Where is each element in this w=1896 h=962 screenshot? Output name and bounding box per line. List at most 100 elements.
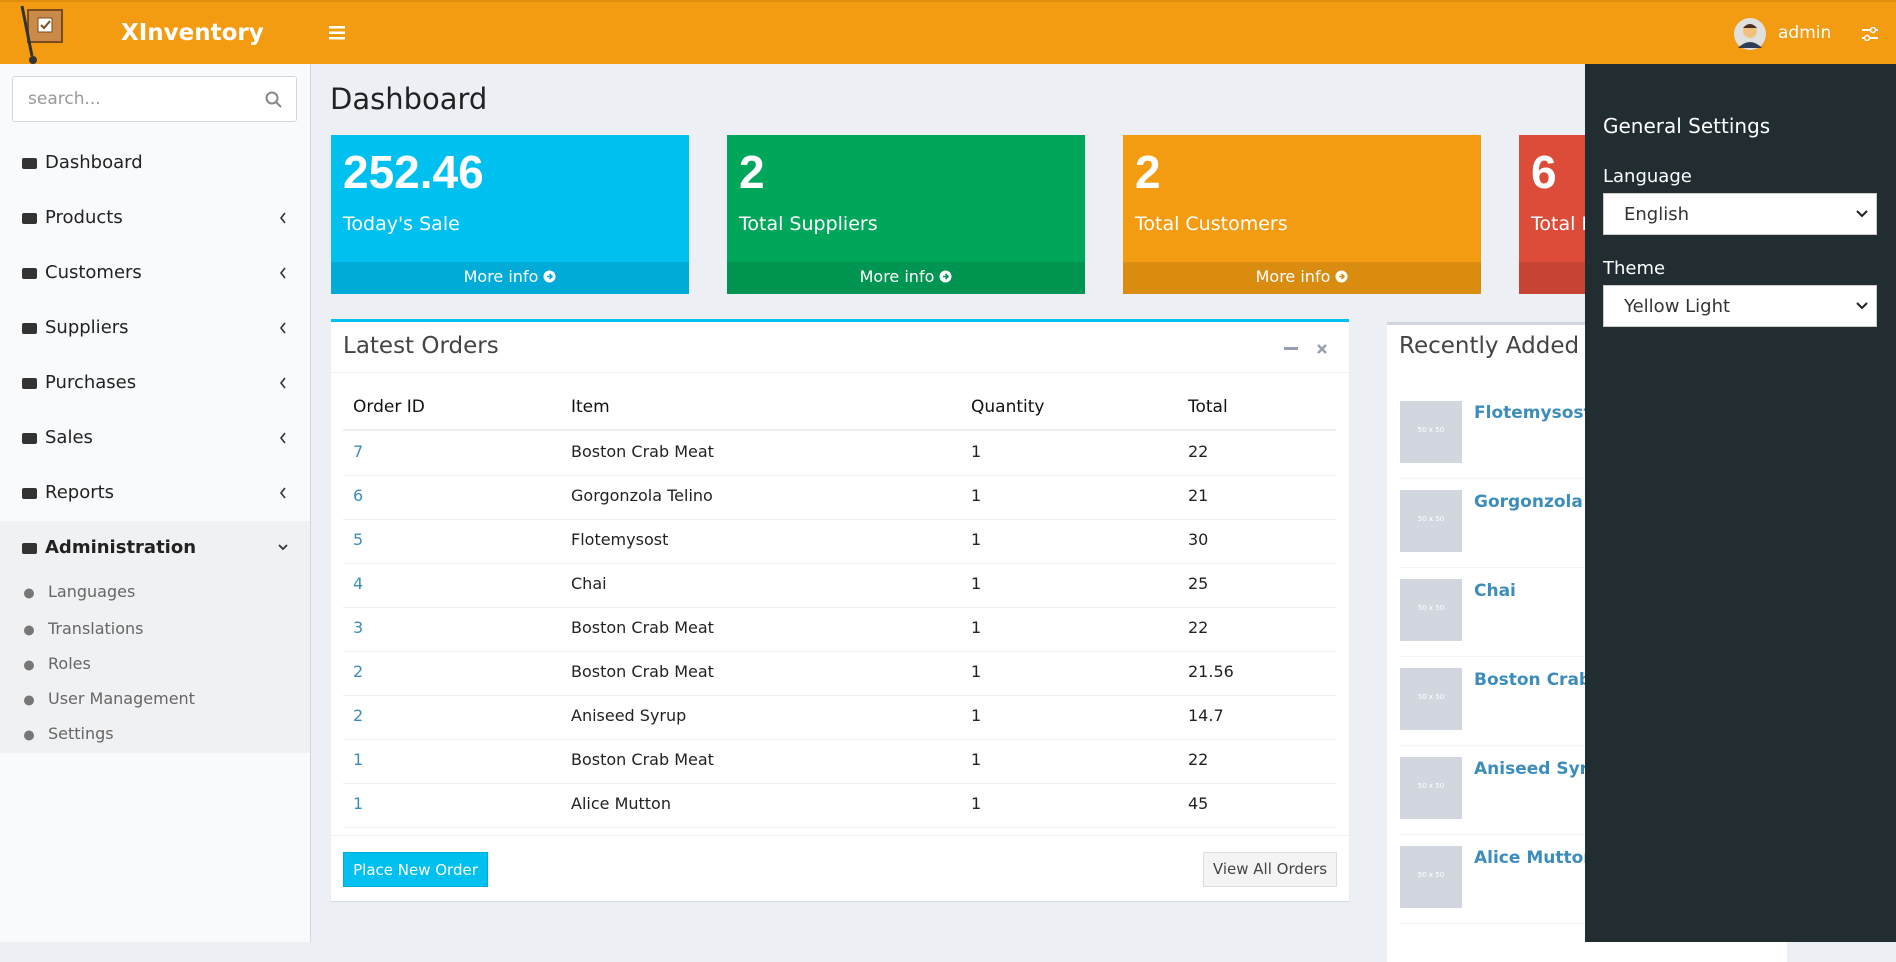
product-name[interactable]: Chai — [1474, 581, 1516, 601]
select[interactable]: English — [1603, 193, 1877, 235]
placeholder-text: 50 x 50 — [1417, 515, 1445, 523]
sidebar: search... Dashboard Products Customers Suppl… — [0, 64, 311, 942]
order-link[interactable]: 3 — [353, 618, 364, 637]
table-cell: 1 — [971, 750, 982, 769]
column-header: Total — [1188, 397, 1228, 417]
order-link[interactable]: 5 — [353, 530, 364, 549]
orders-panel: Latest Orders Order ID Item Quantity Total 7 B… — [331, 319, 1349, 901]
settings-toggle[interactable] — [1862, 27, 1878, 41]
search-box[interactable]: search... — [12, 76, 297, 122]
menu-label: Sales — [45, 427, 93, 448]
menu-item[interactable]: Purchases — [0, 363, 310, 403]
product-name[interactable]: Aniseed Syrup — [1474, 759, 1613, 779]
avatar — [1734, 18, 1766, 50]
menu-item[interactable]: Dashboard — [0, 143, 310, 183]
submenu-item[interactable]: Settings — [0, 720, 310, 750]
submenu-icon — [24, 695, 34, 706]
select-arrow — [1856, 210, 1868, 218]
menu-chevron — [279, 212, 286, 224]
stat-link: More info — [1255, 267, 1331, 286]
stat-link: More info — [463, 267, 539, 286]
menu-item[interactable]: Reports — [0, 473, 310, 513]
placeholder-text: 50 x 50 — [1417, 871, 1445, 879]
menu-icon — [22, 158, 37, 169]
table-cell: 1 — [971, 662, 982, 681]
menu-icon — [22, 543, 37, 554]
submenu-item[interactable]: Translations — [0, 615, 310, 645]
select-arrow — [1856, 302, 1868, 310]
column-header: Item — [571, 397, 610, 417]
order-link[interactable]: 2 — [353, 662, 364, 681]
primary-button[interactable]: Place New Order — [343, 852, 488, 887]
header: XInventory admin — [0, 0, 1896, 64]
product-image: 50 x 50 — [1400, 846, 1462, 908]
submenu-icon — [24, 588, 34, 599]
stat-label: Total Customers — [1135, 213, 1288, 235]
order-link[interactable]: 1 — [353, 794, 364, 813]
submenu-item[interactable]: Languages — [0, 578, 310, 608]
stat-value: 2 — [1135, 146, 1161, 198]
product-name[interactable]: Flotemysost — [1474, 403, 1592, 423]
panel-title: Latest Orders — [343, 333, 499, 359]
menu-item[interactable]: Suppliers — [0, 308, 310, 348]
menu-label: Products — [45, 207, 123, 228]
submenu-item[interactable]: User Management — [0, 685, 310, 715]
header-divider — [343, 429, 1336, 431]
menu-item[interactable]: Products — [0, 198, 310, 238]
page-title: Dashboard — [330, 82, 488, 116]
menu-item[interactable]: Administration — [0, 528, 310, 568]
menu-icon — [22, 378, 37, 389]
table-cell: 25 — [1188, 574, 1209, 593]
placeholder-text: 50 x 50 — [1417, 782, 1445, 790]
order-link[interactable]: 1 — [353, 750, 364, 769]
menu-label: Customers — [45, 262, 142, 283]
stat-footer[interactable]: More info — [727, 262, 1085, 294]
menu-item[interactable]: Customers — [0, 253, 310, 293]
logo — [20, 5, 63, 64]
submenu-icon — [24, 660, 34, 671]
product-name[interactable]: Alice Mutton — [1474, 848, 1596, 868]
menu-label: Dashboard — [45, 152, 143, 173]
submenu-label: Languages — [48, 582, 136, 601]
order-link[interactable]: 7 — [353, 442, 364, 461]
menu-chevron — [279, 267, 286, 279]
stat-footer[interactable]: More info — [1123, 262, 1481, 294]
submenu-label: Translations — [48, 619, 144, 638]
order-link[interactable]: 2 — [353, 706, 364, 725]
order-link[interactable]: 4 — [353, 574, 364, 593]
menu-toggle[interactable] — [329, 26, 345, 40]
row-divider — [343, 695, 1336, 696]
product-image: 50 x 50 — [1400, 757, 1462, 819]
table-cell: Boston Crab Meat — [571, 750, 714, 769]
stat-link: More info — [859, 267, 935, 286]
field-label: Theme — [1603, 258, 1666, 279]
submenu-label: Settings — [48, 724, 114, 743]
row-divider — [343, 563, 1336, 564]
arrow-icon — [1335, 270, 1348, 283]
collapse-button[interactable] — [1284, 347, 1298, 351]
row-divider — [343, 783, 1336, 784]
close-button[interactable] — [1316, 343, 1328, 355]
menu-label: Reports — [45, 482, 115, 503]
product-image: 50 x 50 — [1400, 490, 1462, 552]
table-cell: 30 — [1188, 530, 1209, 549]
stat-box: 2 Total Customers More info — [1123, 135, 1481, 294]
stat-box: 2 Total Suppliers More info — [727, 135, 1085, 294]
row-divider — [343, 739, 1336, 740]
order-link[interactable]: 6 — [353, 486, 364, 505]
user-name[interactable]: admin — [1778, 23, 1832, 43]
settings-panel: General Settings Language English Theme Yell… — [1585, 64, 1896, 942]
menu-chevron — [279, 322, 286, 334]
submenu-item[interactable]: Roles — [0, 650, 310, 680]
table-cell: 1 — [971, 486, 982, 505]
select[interactable]: Yellow Light — [1603, 285, 1877, 327]
table-cell: 1 — [971, 442, 982, 461]
submenu-label: Roles — [48, 654, 91, 673]
table-cell: Chai — [571, 574, 607, 593]
menu-icon — [22, 488, 37, 499]
menu-icon — [22, 433, 37, 444]
stat-footer[interactable]: More info — [331, 262, 689, 294]
table-cell: 22 — [1188, 442, 1209, 461]
menu-item[interactable]: Sales — [0, 418, 310, 458]
default-button[interactable]: View All Orders — [1203, 852, 1337, 887]
